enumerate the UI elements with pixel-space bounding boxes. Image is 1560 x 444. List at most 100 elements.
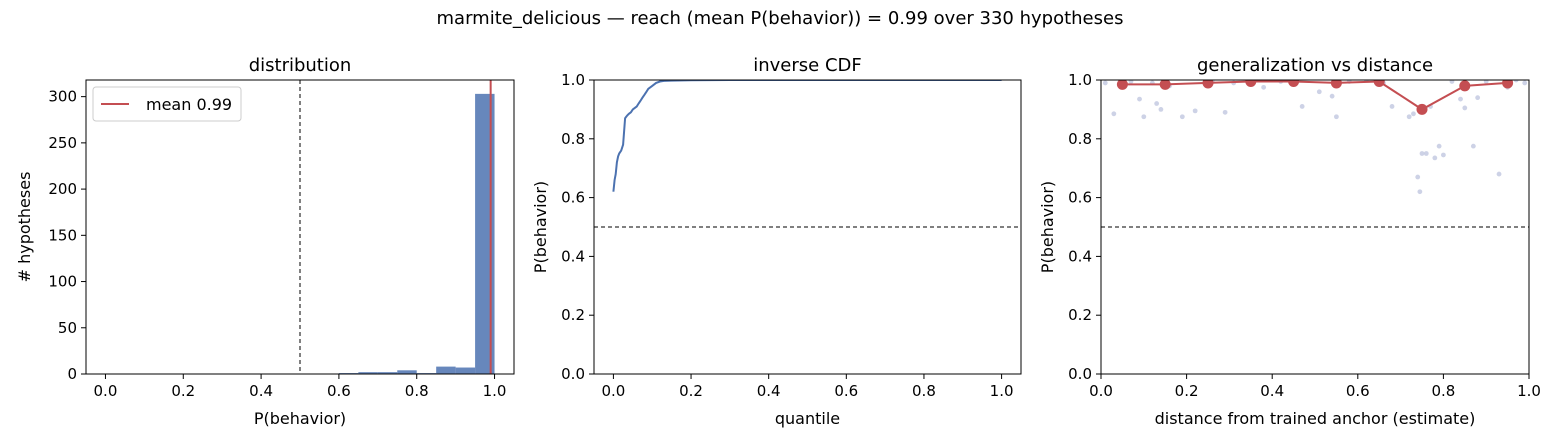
y-tick-label: 0.8: [561, 130, 585, 148]
x-tick-label: 1.0: [483, 382, 507, 400]
x-tick-label: 0.6: [834, 382, 858, 400]
y-tick-label: 1.0: [1068, 71, 1092, 89]
scatter-point: [1389, 104, 1395, 109]
plot-area: [594, 80, 1021, 228]
y-axis-label: P(behavior): [531, 181, 550, 273]
binned-mean-marker: [1245, 80, 1257, 87]
binned-mean-line: [1122, 80, 1508, 111]
x-tick-label: 0.2: [171, 382, 195, 400]
binned-mean-marker: [1373, 80, 1385, 87]
scatter-point: [1462, 105, 1468, 111]
y-tick-label: 0.2: [561, 306, 585, 324]
binned-mean-marker: [1330, 80, 1342, 89]
x-tick-label: 0.0: [1089, 382, 1113, 400]
y-tick-label: 0.6: [561, 189, 585, 207]
y-tick-label: 50: [58, 319, 77, 337]
x-axis-label: distance from trained anchor (estimate): [1155, 409, 1476, 428]
scatter-point: [1154, 101, 1160, 106]
scatter-point: [1475, 95, 1481, 101]
legend-label: mean 0.99: [146, 95, 232, 114]
scatter-point: [1449, 80, 1455, 84]
scatter-point: [1137, 96, 1142, 102]
histogram-bar: [377, 372, 398, 374]
axes-title: distribution: [249, 55, 352, 76]
scatter-point: [1458, 96, 1463, 102]
axes-frame: [85, 79, 515, 375]
y-axis-label: P(behavior): [1038, 181, 1057, 273]
x-tick-label: 0.4: [249, 382, 273, 400]
y-tick-label: 100: [48, 273, 77, 291]
scatter-point: [1496, 171, 1502, 177]
figure-suptitle: marmite_delicious — reach (mean P(behavi…: [437, 8, 1124, 29]
panel-generalization-vs-distance: 0.0 0.2 0.4 0.6 0.8 1.0 0.0 0.2 0.4 0.6 0.8 1.0 gene…: [1038, 55, 1541, 428]
histogram-bar: [397, 370, 417, 374]
y-tick-label: 0.0: [1068, 365, 1092, 383]
legend: mean 0.99: [92, 86, 242, 122]
scatter-point: [1522, 80, 1528, 86]
scatter-point: [1299, 104, 1305, 109]
plot-area: [299, 80, 495, 374]
scatter-point: [1179, 114, 1185, 120]
x-tick-label: 1.0: [990, 382, 1014, 400]
binned-mean-marker: [1416, 103, 1428, 115]
y-axis-label: # hypotheses: [15, 172, 34, 283]
x-tick-label: 0.8: [1431, 382, 1455, 400]
y-tick-label: 250: [48, 134, 77, 152]
axes-frame: [1100, 79, 1530, 375]
y-tick-label: 0.2: [1068, 306, 1092, 324]
scatter-point: [1419, 151, 1425, 156]
y-tick-label: 0.6: [1068, 189, 1092, 207]
x-tick-label: 0.6: [327, 382, 351, 400]
axes-title: inverse CDF: [753, 55, 862, 76]
y-tick-label: 1.0: [561, 71, 585, 89]
binned-mean-marker: [1202, 80, 1214, 89]
x-tick-label: 0.4: [757, 382, 781, 400]
y-tick-label: 300: [48, 88, 77, 106]
y-tick-label: 150: [48, 226, 77, 244]
scatter-point: [1423, 151, 1429, 156]
y-tick-label: 200: [48, 180, 77, 198]
scatter-point: [1261, 84, 1267, 90]
y-tick-label: 0: [67, 365, 77, 383]
y-tick-label: 0.0: [561, 365, 585, 383]
x-axis-label: P(behavior): [254, 409, 346, 428]
y-tick-label: 0.4: [561, 247, 585, 265]
scatter-point: [1158, 107, 1164, 112]
scatter-point: [1470, 143, 1476, 149]
x-tick-label: 0.8: [405, 382, 429, 400]
panel-distribution: mean 0.99 0.0 0.2 0.4 0.6 0.8 1.0 0 50 100 150 200 2…: [15, 55, 515, 428]
x-tick-label: 1.0: [1517, 382, 1541, 400]
x-axis-label: quantile: [775, 409, 840, 428]
scatter-point: [1432, 155, 1438, 161]
scatter-point: [1417, 189, 1423, 195]
inverse-cdf-line: [612, 80, 1002, 192]
x-tick-label: 0.2: [1175, 382, 1199, 400]
scatter-point: [1411, 111, 1416, 117]
x-tick-label: 0.0: [94, 382, 118, 400]
scatter-point: [1192, 108, 1198, 114]
x-tick-label: 0.4: [1260, 382, 1284, 400]
scatter-point: [1128, 80, 1134, 84]
x-tick-label: 0.8: [912, 382, 936, 400]
scatter-point: [1111, 111, 1117, 117]
binned-mean-marker: [1116, 80, 1128, 90]
scatter-point: [1406, 114, 1412, 120]
x-tick-label: 0.0: [601, 382, 625, 400]
scatter-point: [1441, 152, 1446, 158]
scatter-point: [1513, 80, 1519, 83]
x-tick-label: 0.6: [1346, 382, 1370, 400]
scatter-point: [1415, 174, 1421, 180]
histogram-bar: [455, 367, 476, 374]
scatter-point: [1102, 80, 1108, 86]
binned-mean-marker: [1502, 80, 1514, 89]
legend-box: [92, 86, 242, 122]
histogram-bar: [358, 372, 378, 374]
scatter-point: [1316, 89, 1322, 95]
scatter-point: [1329, 93, 1335, 99]
scatter-point: [1483, 80, 1489, 84]
plot-area: [1101, 80, 1529, 228]
scatter-point: [1334, 114, 1339, 120]
scatter-point: [1222, 109, 1228, 115]
